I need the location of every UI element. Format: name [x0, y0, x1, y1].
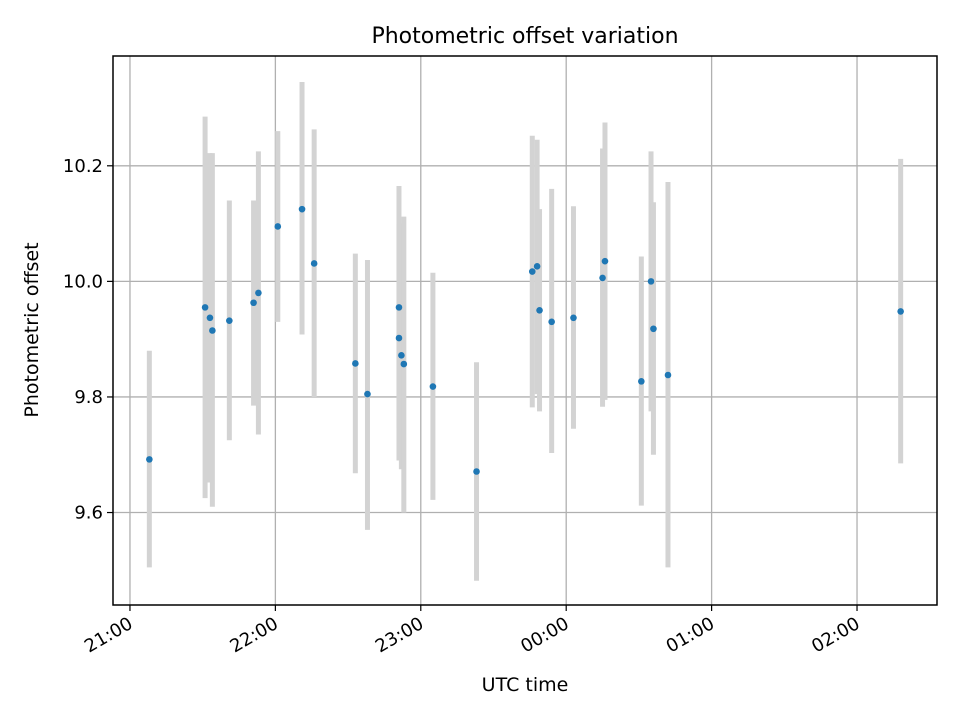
y-axis: 9.6 9.8 10.0 10.2 — [63, 156, 113, 524]
data-point — [298, 205, 306, 213]
y-tick-label: 10.0 — [63, 271, 103, 292]
data-point — [599, 274, 606, 282]
data-point — [473, 468, 480, 475]
data-point — [536, 306, 543, 314]
data-point — [395, 334, 403, 342]
data-point — [548, 318, 555, 326]
data-point — [570, 314, 577, 322]
data-point — [897, 308, 904, 315]
data-point — [533, 263, 541, 270]
data-point — [352, 360, 359, 367]
data-point — [664, 371, 672, 379]
data-point — [209, 327, 216, 334]
data-point — [638, 378, 645, 385]
data-point — [201, 304, 209, 311]
data-point — [206, 314, 214, 322]
y-tick-label: 10.2 — [63, 156, 103, 177]
y-axis-label: Photometric offset — [21, 242, 43, 417]
y-tick-label: 9.6 — [74, 503, 103, 524]
data-point — [650, 325, 657, 333]
x-axis-label: UTC time — [482, 674, 569, 696]
data-point — [364, 390, 371, 398]
data-point — [400, 360, 408, 368]
plot-frame — [112, 55, 938, 606]
data-point — [429, 383, 437, 390]
data-point — [395, 304, 403, 311]
chart-title: Photometric offset variation — [371, 24, 678, 49]
data-point — [274, 223, 282, 230]
data-point — [146, 456, 153, 463]
data-point — [250, 299, 257, 307]
data-point — [647, 278, 655, 285]
data-point — [255, 289, 262, 297]
data-point — [310, 260, 318, 267]
y-tick-label: 9.8 — [74, 387, 103, 408]
data-point — [528, 268, 536, 275]
data-point — [226, 317, 233, 324]
data-point — [601, 257, 609, 265]
data-point — [398, 352, 405, 359]
data-points — [146, 205, 904, 475]
